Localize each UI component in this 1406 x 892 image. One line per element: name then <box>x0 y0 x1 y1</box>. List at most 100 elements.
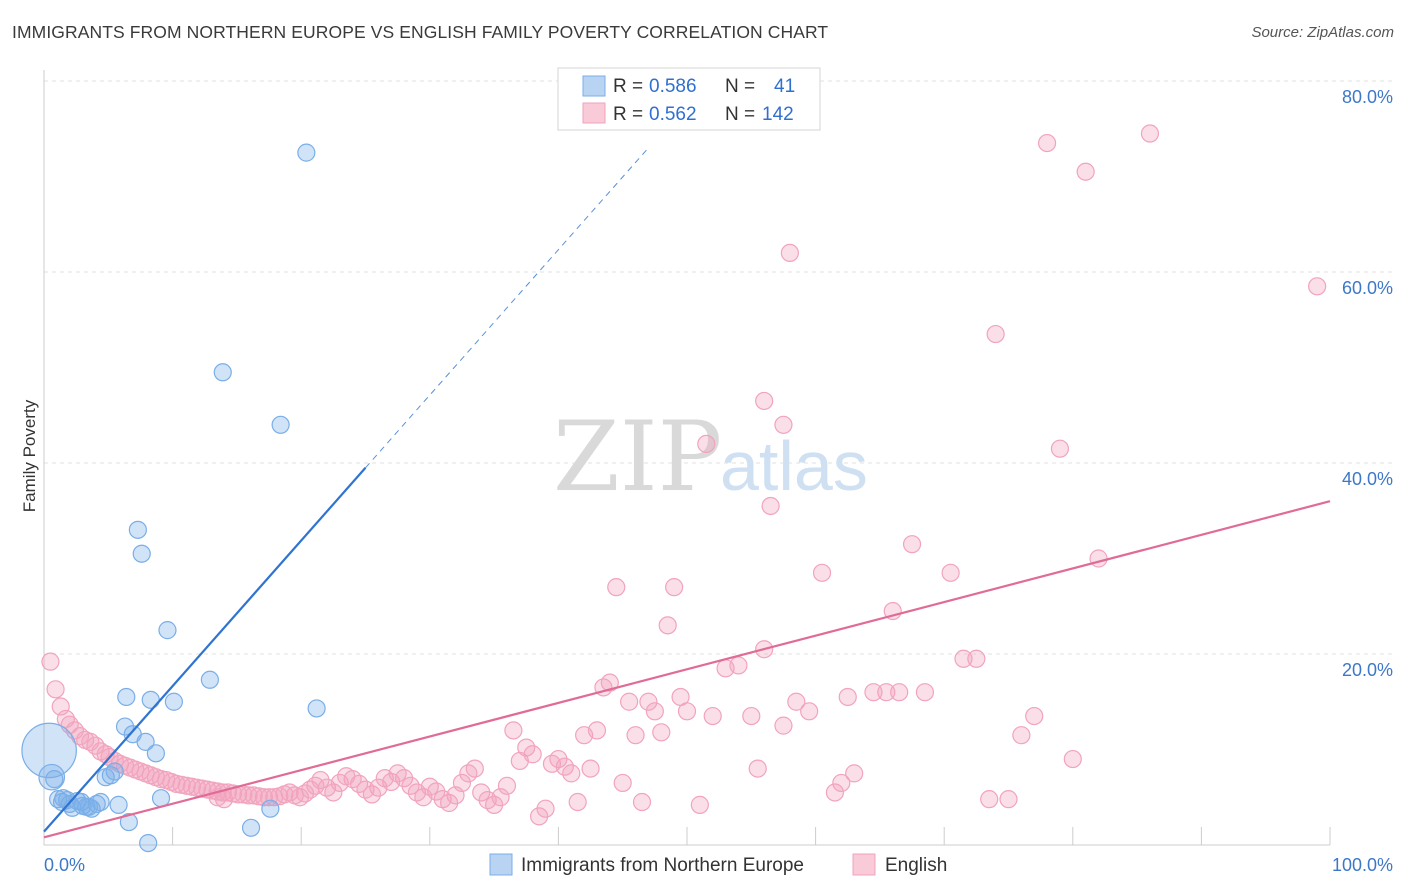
english-point <box>1063 749 1082 769</box>
english-point <box>1140 124 1160 143</box>
immigrants-point <box>128 520 147 539</box>
english-point <box>967 649 986 668</box>
english-point <box>452 773 472 793</box>
bottom-legend: Immigrants from Northern Europe English <box>489 853 947 876</box>
immigrants-point <box>117 687 136 707</box>
series-immigrants-points <box>21 143 326 853</box>
bottom-legend-label-immigrants: Immigrants from Northern Europe <box>521 855 804 876</box>
english-point <box>362 785 382 804</box>
immigrants-point <box>139 833 158 853</box>
immigrants-point <box>241 818 261 837</box>
english-point <box>517 738 536 757</box>
english-point <box>536 799 555 818</box>
english-point <box>280 783 299 802</box>
english-point <box>1308 277 1327 296</box>
immigrants-point <box>91 792 110 812</box>
english-point <box>427 782 446 801</box>
english-point <box>954 649 973 668</box>
immigrants-point <box>45 770 64 789</box>
english-point <box>1076 162 1095 181</box>
immigrants-point <box>21 722 77 779</box>
source-label: Source: ZipAtlas.com <box>1251 24 1394 41</box>
tick-labels: 20.0% 40.0% 60.0% 80.0% 0.0% 100.0% <box>44 87 1393 875</box>
immigrants-point <box>164 692 183 711</box>
trend-lines <box>43 147 1331 839</box>
immigrants-point <box>158 621 177 640</box>
english-point <box>620 692 639 711</box>
english-point <box>491 788 510 807</box>
english-point <box>980 790 999 809</box>
english-point <box>902 535 922 554</box>
english-point <box>1012 726 1031 745</box>
x-tick-label: 0.0% <box>44 855 85 875</box>
english-point <box>658 616 677 635</box>
immigrants-point <box>146 744 165 763</box>
immigrants-trend-line <box>43 467 367 833</box>
immigrants-point <box>271 415 290 434</box>
english-point <box>523 745 542 764</box>
legend-n-label-1: N = <box>725 76 755 97</box>
english-point <box>311 770 330 790</box>
watermark-atlas: atlas <box>720 427 868 505</box>
english-point <box>401 776 420 795</box>
english-point <box>800 702 819 721</box>
immigrants-point <box>115 717 135 736</box>
english-point <box>645 702 664 721</box>
english-point <box>703 706 722 726</box>
english-point <box>530 807 549 826</box>
english-point <box>394 769 414 788</box>
immigrants-trend-extension <box>365 147 649 469</box>
immigrants-point <box>200 670 219 689</box>
english-point <box>587 721 607 740</box>
watermark-zip: ZIP <box>553 401 722 513</box>
y-tick-label: 60.0% <box>1342 278 1393 298</box>
axes <box>43 70 1331 846</box>
english-point <box>838 687 857 707</box>
bottom-legend-swatch-english <box>852 853 876 876</box>
y-axis-label: Family Poverty <box>20 399 39 512</box>
bottom-legend-label-english: English <box>885 855 947 876</box>
legend-n-value-1: 41 <box>774 76 795 97</box>
immigrants-point <box>38 763 66 791</box>
english-point <box>690 795 709 814</box>
english-point <box>472 783 491 802</box>
english-point <box>812 563 832 582</box>
english-point <box>774 415 793 434</box>
chart-title: IMMIGRANTS FROM NORTHERN EUROPE VS ENGLI… <box>12 22 829 42</box>
immigrants-point <box>109 795 128 814</box>
english-point <box>915 683 935 702</box>
english-point <box>214 790 234 809</box>
english-point <box>254 788 274 807</box>
english-point <box>555 757 574 776</box>
legend-swatch-english <box>582 102 606 124</box>
english-point <box>986 324 1005 344</box>
series-english-points <box>41 124 1327 826</box>
english-point <box>1050 439 1070 458</box>
immigrants-point <box>261 799 280 818</box>
english-point <box>497 776 517 795</box>
immigrants-point <box>136 732 155 751</box>
y-tick-label: 80.0% <box>1342 87 1393 107</box>
english-point <box>581 759 600 778</box>
english-point <box>639 692 658 711</box>
english-point <box>439 793 459 813</box>
english-point <box>755 391 774 411</box>
immigrants-point <box>105 762 124 781</box>
top-legend: R = 0.586 N = 41 R = 0.562 N = 142 <box>557 67 821 131</box>
english-point <box>999 790 1018 809</box>
english-point <box>1089 549 1108 568</box>
immigrants-point <box>307 699 326 718</box>
immigrants-point <box>141 690 160 709</box>
bottom-legend-swatch-immigrants <box>489 853 513 876</box>
english-point <box>568 792 587 812</box>
english-point <box>504 721 523 740</box>
english-point <box>877 683 896 702</box>
english-point <box>832 773 851 793</box>
english-point <box>549 749 568 769</box>
english-point <box>787 692 806 711</box>
english-point <box>665 578 684 597</box>
legend-r-value-2: 0.562 <box>649 104 697 125</box>
immigrants-point <box>213 363 232 382</box>
english-point <box>677 702 697 721</box>
